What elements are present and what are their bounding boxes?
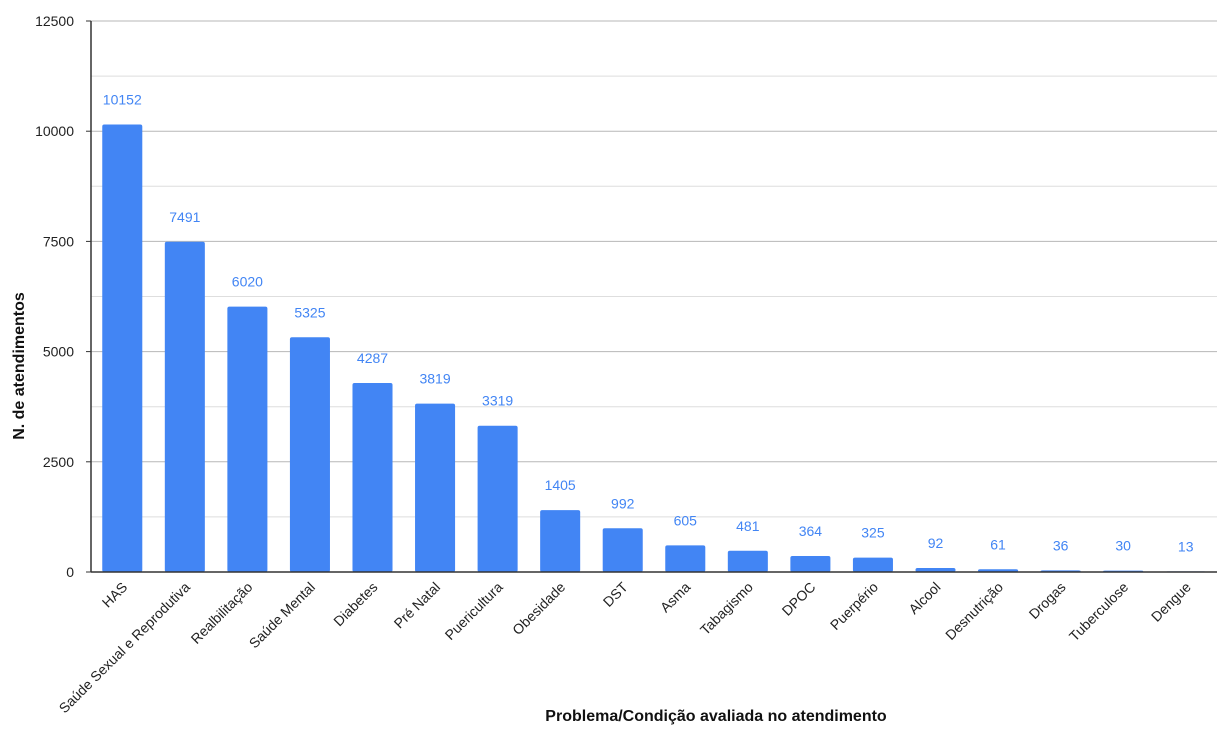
y-axis-ticks: 0 2500 5000 7500 10000 12500 <box>35 13 91 580</box>
y-tick-label: 12500 <box>35 13 74 29</box>
data-label: 30 <box>1115 538 1131 554</box>
data-label: 325 <box>861 525 885 541</box>
data-label: 4287 <box>357 350 388 366</box>
bars <box>102 124 1206 572</box>
data-label: 3819 <box>419 371 450 387</box>
x-tick-label: Tabagismo <box>697 579 756 638</box>
data-label: 13 <box>1178 538 1194 554</box>
x-tick-label: DST <box>600 578 631 609</box>
x-tick-label: Dengue <box>1148 579 1194 625</box>
data-label: 605 <box>674 512 698 528</box>
bar <box>102 124 143 572</box>
data-label: 10152 <box>103 91 142 107</box>
bar <box>540 510 581 572</box>
x-tick-label: Desnutrição <box>942 579 1006 643</box>
bar <box>227 306 268 572</box>
y-tick-label: 7500 <box>43 233 74 249</box>
x-tick-label: Diabetes <box>330 579 380 629</box>
bar <box>164 241 205 572</box>
x-tick-label: Saúde Sexual e Reprodutiva <box>56 579 193 716</box>
data-label: 364 <box>799 523 823 539</box>
x-axis-title: Problema/Condição avaliada no atendiment… <box>545 708 887 725</box>
bar <box>352 383 393 572</box>
x-tick-label: Saúde Mental <box>246 579 318 651</box>
x-tick-label: Realbilitação <box>188 579 256 647</box>
bar <box>915 567 956 572</box>
data-label: 992 <box>611 495 635 511</box>
x-tick-label: DPOC <box>779 579 819 619</box>
data-label: 61 <box>990 536 1006 552</box>
y-axis-title: N. de atendimentos <box>11 292 28 440</box>
data-label: 92 <box>928 535 944 551</box>
data-label: 3319 <box>482 393 513 409</box>
x-tick-label: Tuberculose <box>1066 579 1132 645</box>
data-label: 36 <box>1053 537 1069 553</box>
data-label: 5325 <box>294 304 325 320</box>
bar <box>665 545 706 572</box>
x-tick-label: Puerpério <box>827 579 881 633</box>
y-tick-label: 0 <box>66 564 74 580</box>
bar <box>602 528 643 572</box>
bar <box>477 425 518 572</box>
data-label: 1405 <box>545 477 576 493</box>
bar <box>727 550 768 572</box>
bar <box>790 555 831 572</box>
data-label: 481 <box>736 518 760 534</box>
x-tick-label: Alcool <box>905 579 943 617</box>
x-tick-label: Puericultura <box>442 579 506 643</box>
bar <box>289 337 330 572</box>
x-tick-label: Obesidade <box>509 579 568 638</box>
x-tick-label: Pré Natal <box>391 579 444 632</box>
bar <box>415 403 456 572</box>
data-label: 7491 <box>169 209 200 225</box>
data-label: 6020 <box>232 274 263 290</box>
x-tick-label: Asma <box>657 579 694 616</box>
grid-lines <box>91 20 1217 518</box>
data-labels: 10152 7491 6020 5325 4287 3819 3319 1405 992 605 4… <box>103 91 1194 554</box>
bar <box>852 557 893 572</box>
x-tick-label: Drogas <box>1025 579 1068 622</box>
y-tick-label: 2500 <box>43 454 74 470</box>
y-tick-label: 5000 <box>43 344 74 360</box>
y-tick-label: 10000 <box>35 123 74 139</box>
x-tick-label: HAS <box>99 579 131 611</box>
